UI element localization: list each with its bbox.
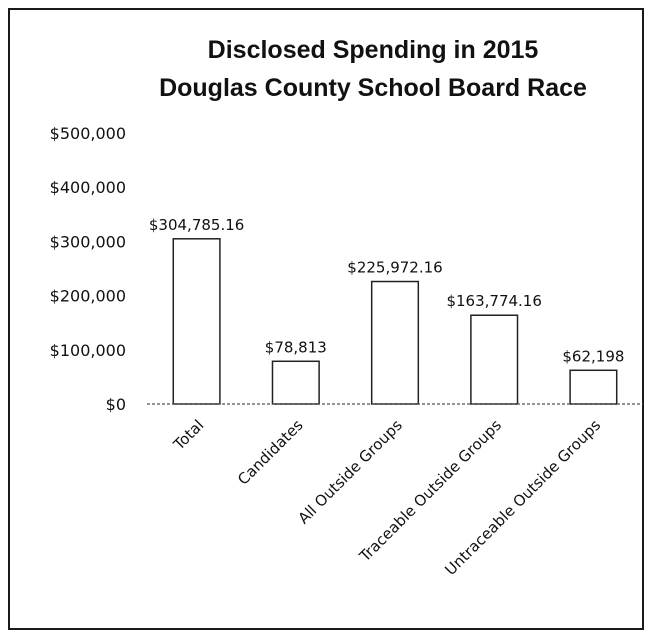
x-tick-label: Total	[169, 416, 207, 454]
y-tick-label: $0	[106, 395, 126, 414]
x-tick-label: Candidates	[234, 416, 307, 489]
y-tick-label: $400,000	[50, 178, 126, 197]
y-axis: $0 $100,000 $200,000 $300,000 $400,000 $500,0…	[50, 124, 126, 414]
y-tick-label: $500,000	[50, 124, 126, 143]
data-labels: $304,785.16 $78,813 $225,972.16$163,774.16…	[149, 216, 625, 365]
bar	[370, 280, 420, 405]
bar	[172, 238, 221, 405]
chart-frame	[8, 8, 644, 630]
data-label: $78,813	[265, 338, 327, 356]
bar	[271, 360, 320, 405]
chart-title-line-1: Disclosed Spending in 2015	[208, 36, 539, 64]
data-label: $163,774.16	[446, 292, 541, 310]
x-tick-label: Untraceable Outside Groups	[441, 416, 604, 579]
x-tick-label: All Outside Groups	[294, 416, 406, 528]
bar	[569, 369, 618, 405]
y-tick-label: $100,000	[50, 341, 126, 360]
data-label: $62,198	[562, 347, 624, 365]
chart-title-line-2: Douglas County School Board Race	[159, 74, 587, 102]
y-tick-label: $200,000	[50, 287, 126, 306]
data-label: $304,785.16	[149, 216, 244, 234]
bar	[470, 314, 519, 405]
data-label: $225,972.16	[347, 259, 442, 277]
y-tick-label: $300,000	[50, 232, 126, 251]
bars	[172, 238, 618, 405]
